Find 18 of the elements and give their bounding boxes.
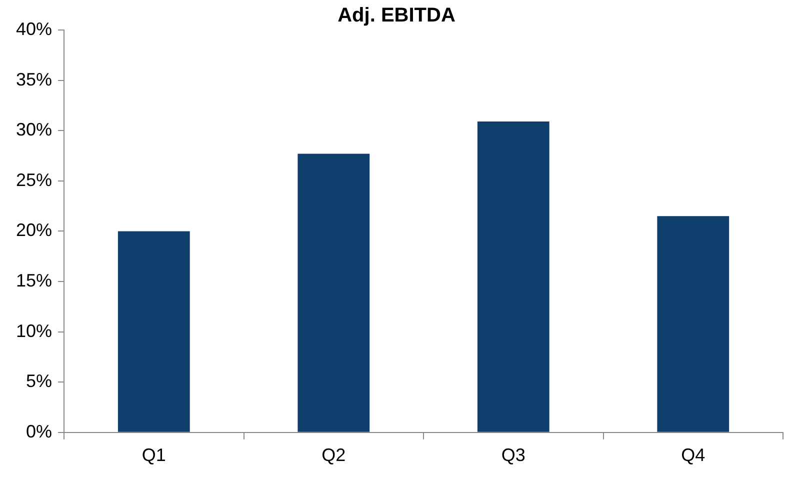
chart-title: Adj. EBITDA <box>338 4 456 27</box>
y-tick-label: 15% <box>16 270 52 290</box>
bar <box>657 216 730 432</box>
y-tick-label: 35% <box>16 69 52 90</box>
x-tick-label: Q1 <box>142 445 166 466</box>
bar <box>298 154 370 432</box>
x-tick-label: Q3 <box>501 445 526 466</box>
y-tick-label: 20% <box>16 220 52 240</box>
y-tick-label: 5% <box>26 371 52 392</box>
y-tick-label: 10% <box>16 320 52 341</box>
x-tick-label: Q4 <box>681 445 706 466</box>
bar <box>477 122 550 432</box>
y-tick-label: 25% <box>16 170 52 190</box>
y-tick-label: 40% <box>16 18 52 39</box>
x-tick-label: Q2 <box>322 445 346 466</box>
bar <box>118 231 190 432</box>
y-tick-label: 30% <box>16 120 52 140</box>
y-tick-label: 0% <box>26 421 52 442</box>
